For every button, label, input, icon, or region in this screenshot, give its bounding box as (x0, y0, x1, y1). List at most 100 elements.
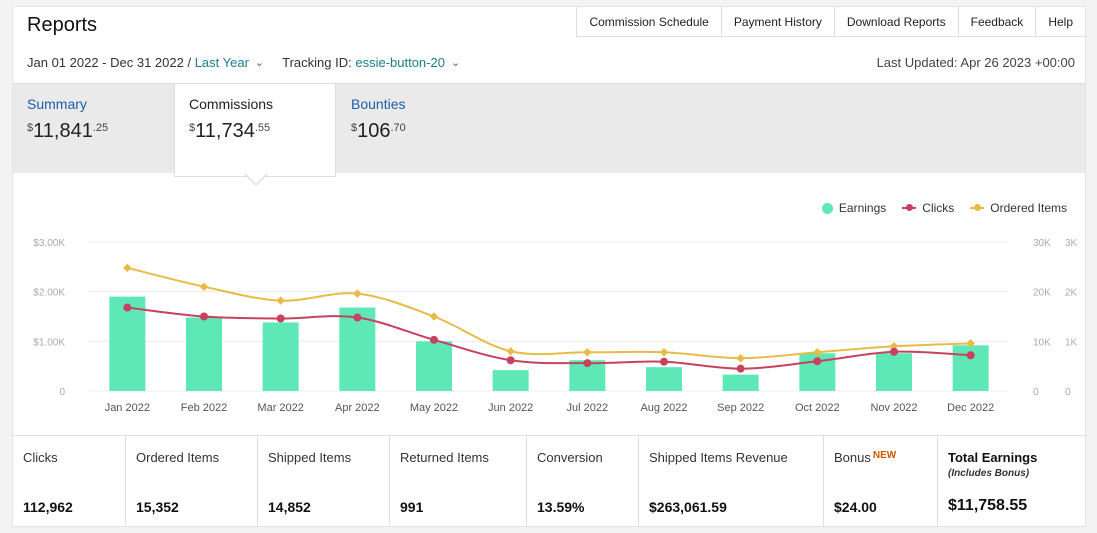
clicks-point (736, 364, 745, 373)
stat-label: Shipped Items Revenue (649, 450, 788, 465)
stat-label: Ordered Items (136, 450, 220, 465)
y-tick-label: $3.00K (33, 238, 65, 249)
stat-value: 112,962 (23, 499, 73, 515)
ordered-items-line (127, 266, 971, 360)
payment-history-link[interactable]: Payment History (722, 7, 835, 36)
commission-schedule-link[interactable]: Commission Schedule (577, 7, 722, 36)
tab-bounties[interactable]: Bounties $106.70 (337, 84, 497, 176)
tab-commissions[interactable]: Commissions $11,734.55 (175, 84, 335, 176)
date-range: Jan 01 2022 - Dec 31 2022 / (27, 55, 192, 70)
ordered-items-point (123, 263, 132, 273)
y3-tick-label: 0 (1065, 387, 1071, 398)
feedback-link[interactable]: Feedback (959, 7, 1037, 36)
tab-summary[interactable]: Summary $11,841.25 (13, 84, 173, 176)
x-tick-label: Nov 2022 (870, 402, 917, 414)
period-dropdown[interactable]: Last Year (194, 55, 249, 70)
reports-panel: Reports Commission Schedule Payment Hist… (12, 6, 1086, 527)
stat-value: 991 (400, 499, 424, 515)
stat-value: $24.00 (834, 499, 877, 515)
x-tick-label: Dec 2022 (947, 402, 994, 414)
x-tick-label: Jan 2022 (105, 402, 150, 414)
y-tick-label: 0 (59, 387, 65, 398)
clicks-point (123, 303, 132, 312)
earnings-bar (646, 367, 682, 391)
clicks-point (353, 313, 362, 322)
stat-value: 13.59% (537, 499, 585, 515)
commissions-amount: $11,734.55 (189, 120, 271, 142)
stat-value: 14,852 (268, 499, 311, 515)
y2-tick-label: 30K (1033, 238, 1051, 249)
stat-conversion: Conversion 13.59% (527, 436, 639, 527)
earnings-swatch (821, 202, 833, 214)
x-tick-label: Mar 2022 (257, 402, 303, 414)
x-tick-label: Sep 2022 (717, 402, 764, 414)
x-tick-label: May 2022 (410, 402, 458, 414)
stat-label: Conversion (537, 450, 603, 465)
stat-label: Bonus NEW (834, 450, 897, 465)
chevron-down-icon[interactable]: ⌄ (254, 57, 265, 69)
stat-sublabel: (Includes Bonus) (948, 468, 1030, 479)
stats-bar: Clicks 112,962 Ordered Items 15,352 Ship… (13, 435, 1085, 527)
stat-clicks: Clicks 112,962 (13, 436, 126, 527)
ordered-items-point (736, 353, 745, 363)
chevron-down-icon[interactable]: ⌄ (450, 57, 461, 69)
tab-commissions-label[interactable]: Commissions (189, 96, 274, 112)
stat-total-earnings: Total Earnings (Includes Bonus) $11,758.… (938, 436, 1085, 527)
earnings-bar (109, 296, 146, 391)
legend-earnings[interactable]: Earnings (821, 201, 886, 215)
y2-tick-label: 20K (1033, 288, 1051, 299)
clicks-line (127, 306, 971, 370)
stat-value: 15,352 (136, 499, 179, 515)
ordered-items-point (276, 296, 285, 305)
stat-label: Clicks (23, 450, 58, 465)
help-link[interactable]: Help (1048, 14, 1073, 29)
earnings-chart: $3.00K 30K 3K $2.00K 20K 2K $1.00K 10K 1K 0 0 0 Jan … (33, 238, 1078, 414)
summary-amount: $11,841.25 (27, 120, 109, 142)
stat-bonus: Bonus NEW $24.00 (824, 436, 938, 527)
clicks-point (200, 312, 208, 321)
clicks-point (966, 351, 975, 360)
stat-shipped-items: Shipped Items 14,852 (258, 436, 390, 527)
clicks-point (430, 335, 438, 344)
tab-summary-label[interactable]: Summary (27, 96, 87, 112)
ordered-items-point (506, 347, 515, 356)
legend-ordered-items[interactable]: Ordered Items (970, 201, 1067, 215)
x-tick-label: Aug 2022 (640, 402, 687, 414)
page-title: Reports (27, 14, 98, 36)
y3-tick-label: 2K (1065, 288, 1078, 299)
ordered-items-point (659, 348, 669, 357)
ordered-items-point (353, 289, 362, 298)
tab-pointer (245, 173, 267, 184)
stat-ordered-items: Ordered Items 15,352 (126, 436, 258, 527)
tab-bounties-label[interactable]: Bounties (351, 96, 406, 112)
top-links: Commission Schedule Payment History Down… (576, 7, 1085, 37)
clicks-point (813, 357, 822, 366)
y3-tick-label: 1K (1065, 337, 1078, 348)
x-tick-label: Oct 2022 (795, 402, 840, 414)
y3-tick-label: 3K (1065, 238, 1078, 249)
stat-value: $11,758.55 (948, 497, 1028, 514)
stat-label: Returned Items (400, 450, 489, 465)
earnings-bar (262, 322, 299, 391)
new-badge: NEW (872, 450, 897, 461)
ordered-items-point (199, 282, 209, 291)
stat-value: $263,061.59 (649, 499, 727, 515)
tracking-label: Tracking ID: (282, 55, 352, 70)
ordered-items-point (583, 348, 592, 357)
earnings-bar (722, 374, 759, 391)
tracking-id-dropdown[interactable]: essie-button-20 (355, 55, 445, 70)
legend-clicks[interactable]: Clicks (902, 201, 954, 215)
chart-legend: Earnings Clicks Ordered Items (821, 201, 1067, 215)
download-reports-link[interactable]: Download Reports (835, 7, 959, 36)
stat-label: Shipped Items (268, 450, 352, 465)
x-tick-label: Feb 2022 (181, 402, 227, 414)
earnings-bar (416, 341, 452, 391)
bounties-amount: $106.70 (351, 120, 406, 142)
clicks-point (660, 357, 668, 366)
y2-tick-label: 10K (1033, 337, 1051, 348)
filter-bar: Jan 01 2022 - Dec 31 2022 / Last Year ⌄ … (27, 55, 460, 70)
clicks-point (583, 359, 592, 368)
stat-label: Total Earnings (948, 450, 1038, 465)
stat-shipped-revenue: Shipped Items Revenue $263,061.59 (639, 436, 824, 527)
summary-tabs: Summary $11,841.25 Commissions $11,734.5… (13, 83, 1085, 176)
